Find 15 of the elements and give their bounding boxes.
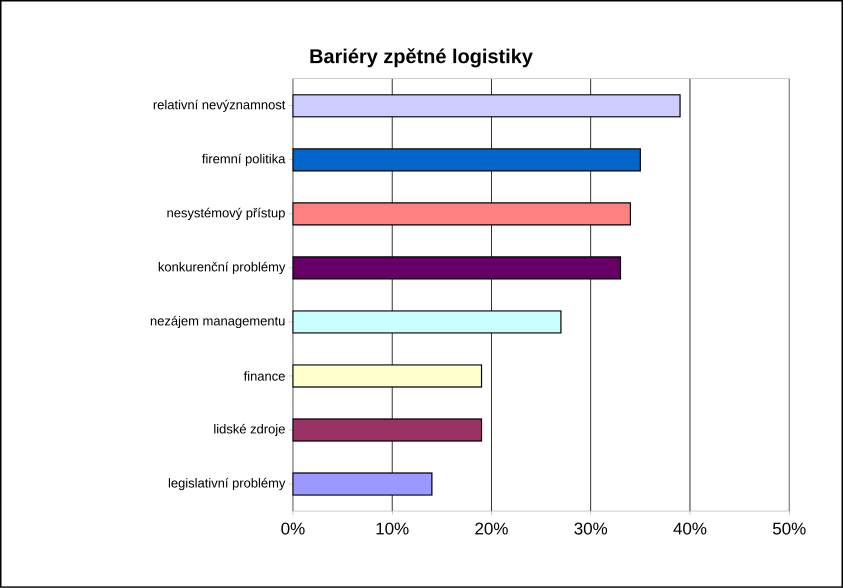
x-tick-label: 10% (376, 522, 409, 535)
x-tick-label: 20% (475, 522, 508, 535)
y-tick-label: firemní politika (202, 154, 286, 166)
y-tick-label: nezájem managementu (150, 316, 285, 328)
x-tick-label: 40% (673, 522, 706, 535)
y-tick-label: legislativní problémy (168, 478, 286, 490)
y-tick-label: finance (244, 371, 285, 381)
x-tick-label: 30% (574, 522, 608, 535)
x-tick-label: 0% (281, 522, 305, 535)
y-tick-label: relativní nevýznamnost (154, 100, 286, 112)
x-tick-label: 50% (772, 522, 806, 535)
y-tick-label: konkurenční problémy (158, 262, 286, 274)
y-tick-label: nesystémový přístup (167, 208, 285, 220)
chart-title: Bariéry zpětné logistiky (310, 48, 533, 68)
y-tick-label: lidské zdroje (214, 424, 285, 436)
